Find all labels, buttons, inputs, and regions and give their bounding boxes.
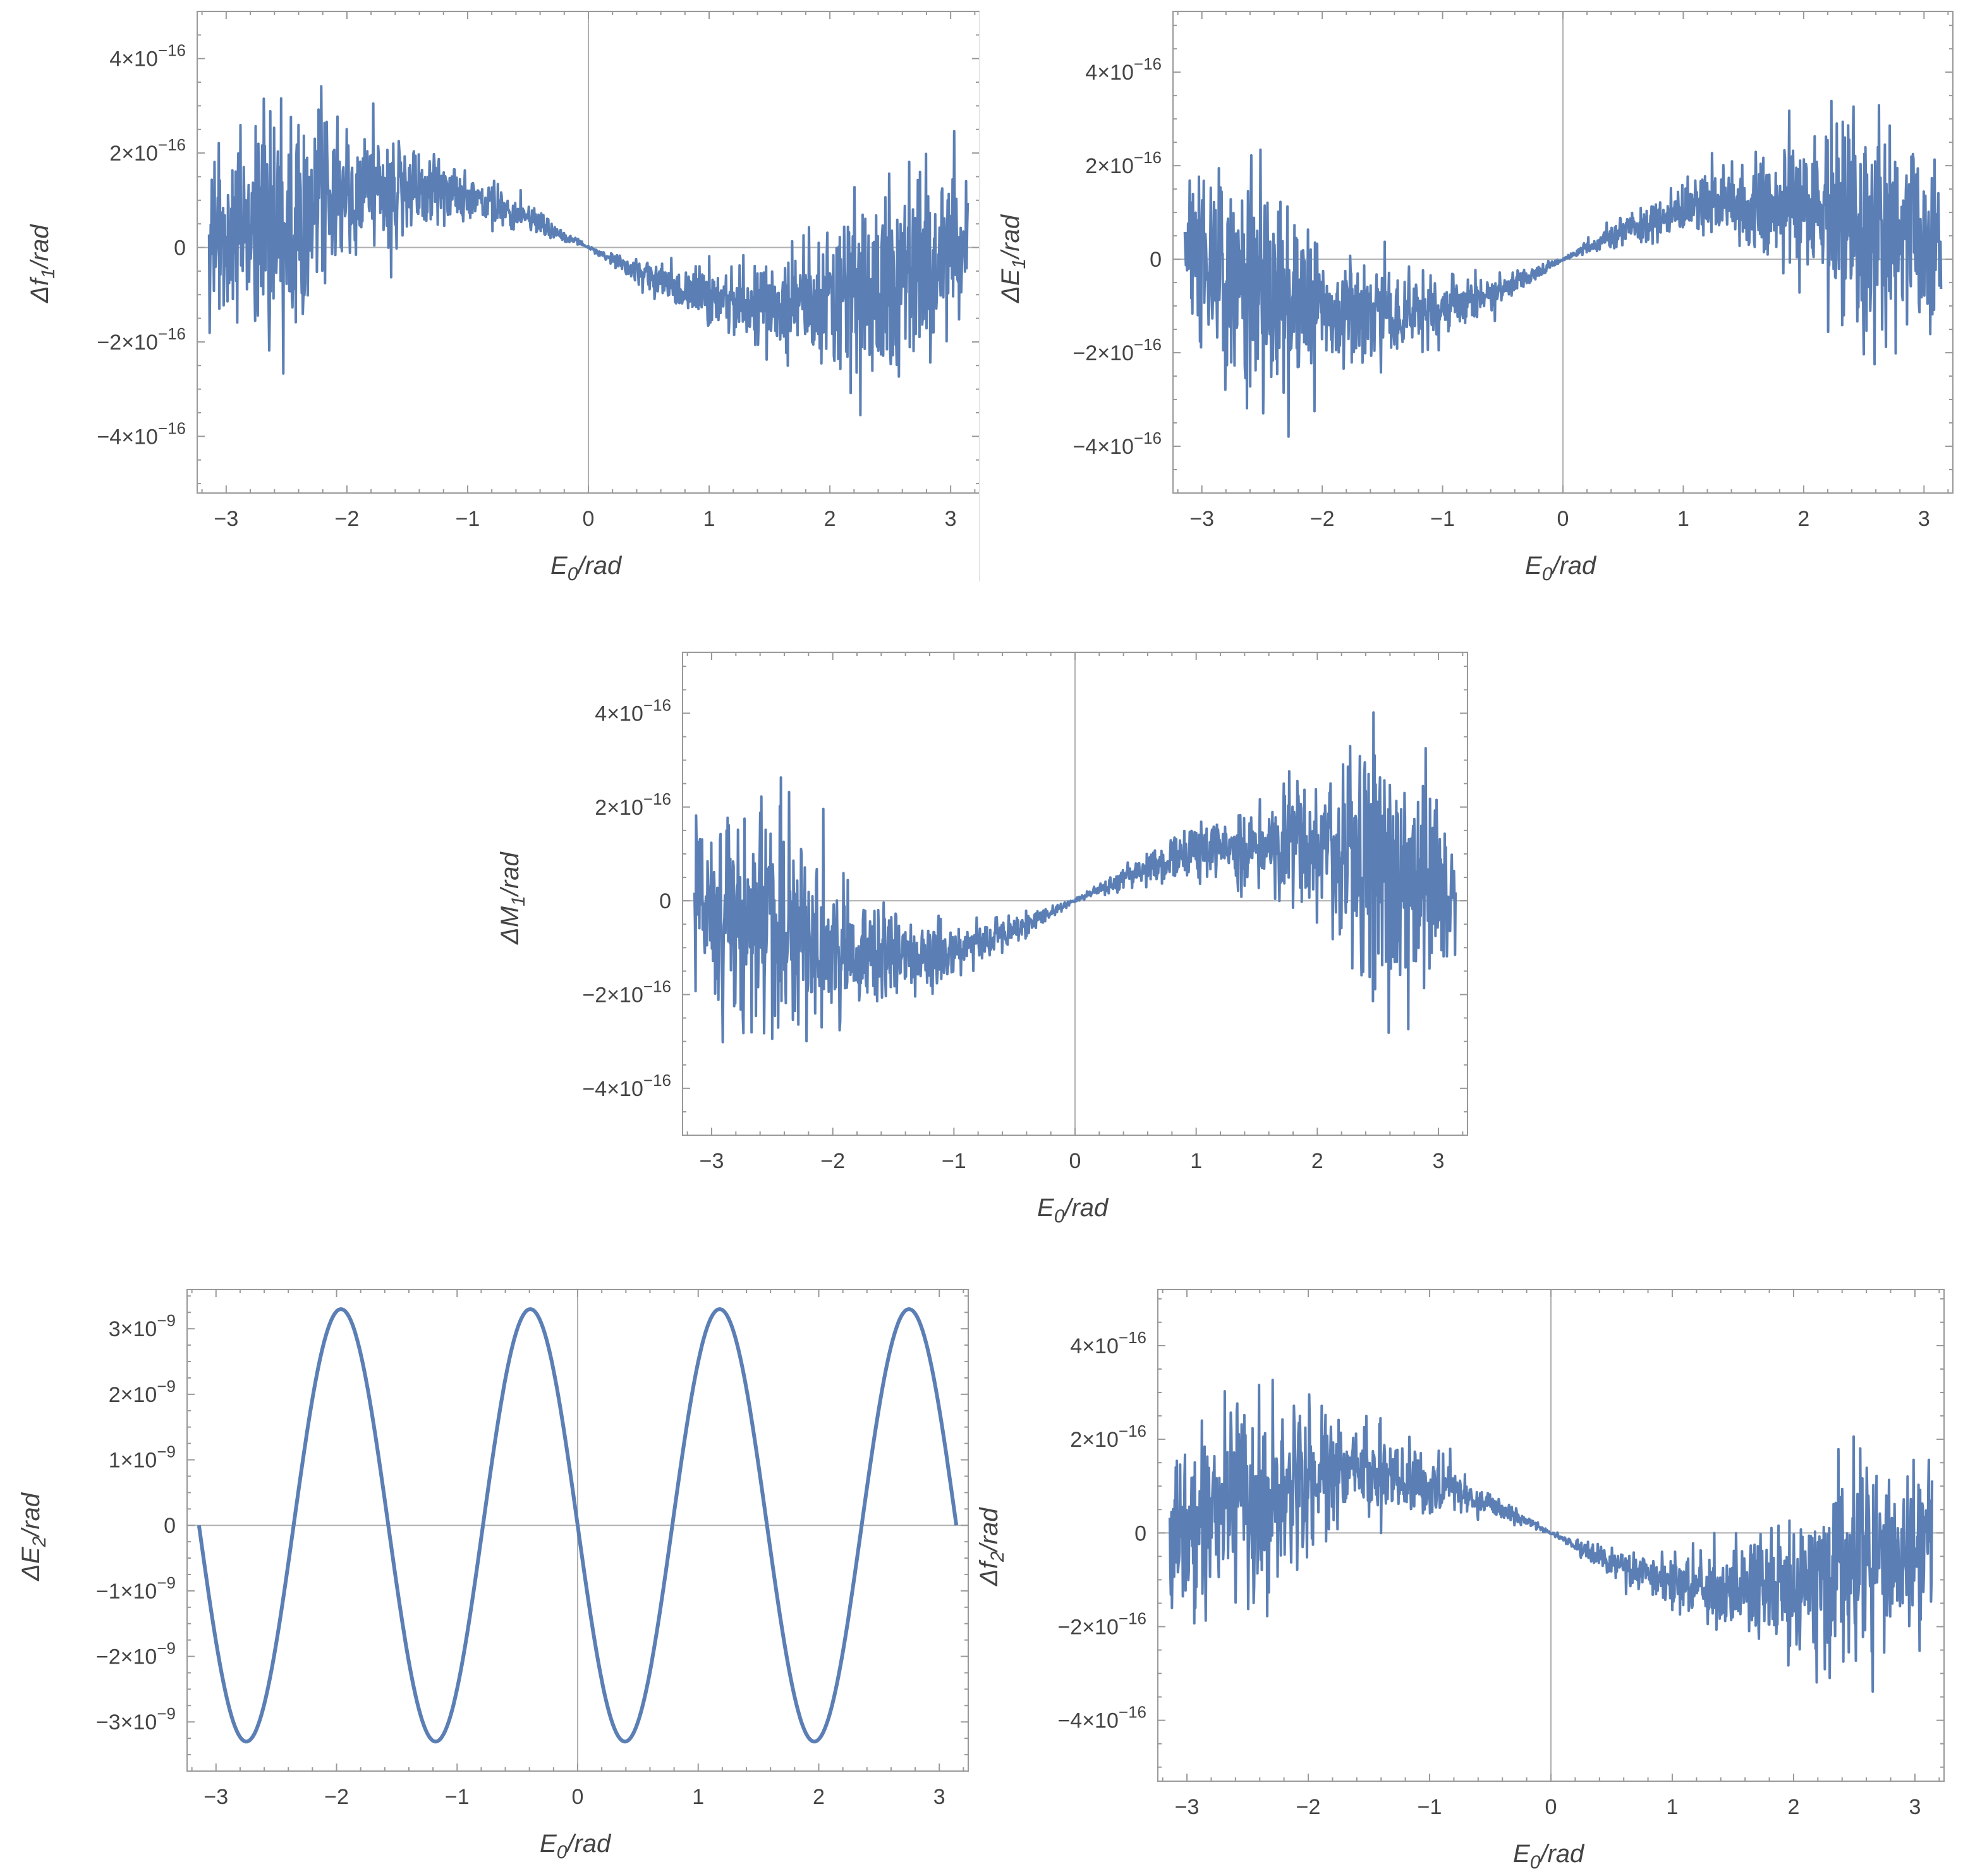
y-tick-label: 4×10−16 bbox=[1085, 54, 1162, 85]
x-tick-label: −1 bbox=[445, 1785, 470, 1809]
x-tick-label: −3 bbox=[700, 1149, 724, 1173]
y-tick-label: −4×10−16 bbox=[1057, 1703, 1146, 1733]
y-tick-label: 3×10−9 bbox=[109, 1311, 176, 1341]
x-tick-label: 2 bbox=[1311, 1149, 1323, 1173]
x-tick-label: −2 bbox=[335, 507, 360, 531]
y-tick-label: 2×10−16 bbox=[1070, 1422, 1146, 1452]
y-tick-label: 4×10−16 bbox=[109, 41, 186, 71]
x-tick-label: 3 bbox=[945, 507, 957, 531]
chart-dE1: −3 −2 −1 0 1 2 3 4×10−16 2×10−16 0 −2×10−16 −4×10−1… bbox=[997, 11, 1954, 585]
series-line bbox=[1183, 99, 1943, 438]
x-axis-label: E0/rad bbox=[1525, 552, 1597, 585]
x-tick-label: 2 bbox=[1787, 1795, 1799, 1819]
x-tick-label: 1 bbox=[692, 1785, 704, 1809]
x-tick-label: −2 bbox=[324, 1785, 349, 1809]
y-tick-label: −4×10−16 bbox=[97, 418, 186, 449]
x-tick-label: −3 bbox=[204, 1785, 228, 1809]
x-tick-label: 0 bbox=[572, 1785, 584, 1809]
y-tick-label: 1×10−9 bbox=[109, 1442, 176, 1473]
x-tick-label: 0 bbox=[1545, 1795, 1557, 1819]
y-axis-label: Δf1/rad bbox=[26, 224, 59, 303]
x-tick-label: −2 bbox=[1310, 507, 1335, 531]
y-tick-label: −2×10−16 bbox=[1057, 1609, 1146, 1639]
x-tick-label: −3 bbox=[1175, 1795, 1200, 1819]
x-tick-label: 3 bbox=[1433, 1149, 1445, 1173]
x-tick-label: 1 bbox=[703, 507, 715, 531]
x-tick-label: 3 bbox=[1918, 507, 1930, 531]
x-axis-label: E0/rad bbox=[550, 552, 623, 585]
x-tick-label: 0 bbox=[1069, 1149, 1081, 1173]
x-tick-label: −1 bbox=[942, 1149, 966, 1173]
y-tick-label: −4×10−16 bbox=[1073, 429, 1162, 459]
y-tick-label: −2×10−16 bbox=[1073, 335, 1162, 365]
y-tick-label: −2×10−9 bbox=[96, 1639, 176, 1669]
y-axis-label: Δf2/rad bbox=[975, 1507, 1008, 1587]
x-tick-label: −2 bbox=[820, 1149, 845, 1173]
y-tick-label: 0 bbox=[1150, 248, 1162, 272]
x-tick-label: 1 bbox=[1677, 507, 1689, 531]
x-tick-label: 3 bbox=[933, 1785, 945, 1809]
x-tick-label: −3 bbox=[1189, 507, 1214, 531]
y-tick-label: 2×10−16 bbox=[595, 789, 671, 820]
x-tick-label: 3 bbox=[1909, 1795, 1921, 1819]
chart-dE2: −3 −2 −1 0 1 2 3 3×10−9 2×10−9 1×10−9 0 −1×10−9 −2×1… bbox=[17, 1289, 969, 1863]
chart-dM1: −3 −2 −1 0 1 2 3 4×10−16 2×10−16 0 −2×10−16 −4×10−1… bbox=[496, 652, 1468, 1227]
x-tick-label: 1 bbox=[1667, 1795, 1679, 1819]
y-tick-label: 4×10−16 bbox=[1070, 1328, 1146, 1358]
y-tick-label: 0 bbox=[659, 889, 671, 913]
x-tick-label: 0 bbox=[1557, 507, 1569, 531]
y-tick-label: −1×10−9 bbox=[96, 1573, 176, 1604]
x-tick-label: −1 bbox=[456, 507, 480, 531]
x-axis-label: E0/rad bbox=[1037, 1194, 1109, 1227]
x-tick-label: 2 bbox=[813, 1785, 825, 1809]
series-line bbox=[197, 1307, 959, 1744]
chart-df2: −3 −2 −1 0 1 2 3 4×10−16 2×10−16 0 −2×10−16 −4×10−1… bbox=[975, 1289, 1945, 1873]
y-axis-label: ΔE2/rad bbox=[17, 1492, 50, 1581]
x-tick-label: 2 bbox=[1797, 507, 1809, 531]
x-tick-label: 2 bbox=[824, 507, 836, 531]
x-tick-label: −1 bbox=[1430, 507, 1455, 531]
y-tick-label: 4×10−16 bbox=[595, 695, 671, 726]
x-tick-label: −2 bbox=[1296, 1795, 1321, 1819]
y-axis-label: ΔE1/rad bbox=[997, 214, 1030, 303]
y-axis-label: ΔM1/rad bbox=[496, 851, 529, 945]
x-tick-label: −3 bbox=[214, 507, 238, 531]
series-line bbox=[1168, 1379, 1934, 1693]
series-line bbox=[693, 711, 1457, 1044]
y-tick-label: −2×10−16 bbox=[582, 977, 671, 1007]
chart-df1: −3 −2 −1 0 1 2 3 4×10−16 2×10−16 0 −2×10−16 −4×10−1… bbox=[26, 11, 980, 585]
x-tick-label: 1 bbox=[1190, 1149, 1202, 1173]
x-axis-label: E0/rad bbox=[540, 1830, 612, 1863]
x-axis-label: E0/rad bbox=[1513, 1840, 1585, 1873]
y-tick-label: 0 bbox=[1134, 1521, 1146, 1545]
y-tick-label: 2×10−9 bbox=[109, 1377, 176, 1407]
x-tick-label: −1 bbox=[1418, 1795, 1442, 1819]
y-tick-label: −2×10−16 bbox=[97, 324, 186, 355]
y-tick-label: −4×10−16 bbox=[582, 1071, 671, 1101]
y-tick-label: −3×10−9 bbox=[96, 1704, 176, 1734]
y-tick-label: 2×10−16 bbox=[109, 135, 186, 166]
x-tick-label: 0 bbox=[583, 507, 595, 531]
series-line bbox=[207, 85, 969, 417]
y-tick-label: 0 bbox=[164, 1514, 176, 1538]
y-tick-label: 2×10−16 bbox=[1085, 148, 1162, 178]
y-tick-label: 0 bbox=[174, 236, 186, 260]
